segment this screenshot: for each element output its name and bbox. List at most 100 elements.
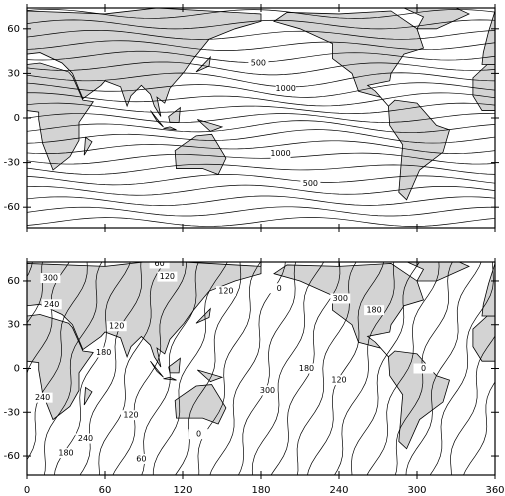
- contour-label-bg: [56, 448, 76, 459]
- contour-label: 120: [218, 287, 233, 296]
- contour-label: 180: [299, 364, 314, 373]
- x-tick-label: 300: [407, 485, 426, 496]
- contour-label: 120: [331, 376, 346, 385]
- contour-line: [27, 19, 495, 30]
- contour-line: [251, 262, 325, 475]
- contour-label-bg: [413, 363, 434, 374]
- y-tick-label: 30: [7, 320, 20, 331]
- contour-label-bg: [157, 271, 178, 282]
- y-tick-label: 0: [14, 364, 20, 375]
- y-tick-label: 0: [14, 113, 20, 124]
- contour-line: [307, 262, 384, 475]
- contour-line: [141, 262, 199, 475]
- land: [481, 263, 495, 317]
- contour-line: [27, 140, 495, 155]
- contour-line: [209, 262, 286, 475]
- land: [168, 106, 181, 123]
- contour-label: 240: [44, 300, 59, 309]
- y-tick-label: 30: [7, 68, 20, 79]
- land: [197, 119, 224, 132]
- contour-line: [0, 259, 8, 478]
- map-panel: 3002406012003001801201801202403001801200…: [0, 258, 505, 496]
- contour-line: [429, 262, 494, 475]
- contour-line: [27, 61, 495, 76]
- contour-label-bg: [93, 347, 114, 358]
- contour-label: 240: [78, 434, 93, 443]
- contour-line: [27, 120, 495, 133]
- contour-label-bg: [121, 410, 141, 421]
- land: [150, 110, 164, 128]
- contour-line: [27, 206, 495, 217]
- contour-label-bg: [75, 433, 96, 444]
- contour-label-bg: [40, 273, 61, 284]
- contour-label-bg: [269, 283, 290, 294]
- contour-label-bg: [248, 58, 269, 68]
- contour-label: 60: [155, 259, 165, 268]
- contour-line: [351, 262, 420, 475]
- contour-label-bg: [257, 385, 278, 396]
- contour-label-bg: [300, 178, 321, 189]
- contour-label: 240: [35, 393, 50, 402]
- contour-line: [237, 262, 297, 475]
- y-tick-label: 60: [7, 24, 20, 35]
- contour-line: [27, 113, 495, 123]
- contour-line: [152, 262, 228, 475]
- contour-line: [27, 262, 43, 324]
- land: [403, 8, 470, 30]
- contour-label: 180: [58, 449, 73, 458]
- x-tick-label: 0: [24, 485, 30, 496]
- contour-label-bg: [149, 262, 170, 269]
- contour-line: [405, 262, 482, 475]
- contour-label: 500: [251, 59, 266, 68]
- contour-label-bg: [215, 286, 236, 297]
- y-tick-label: -30: [4, 407, 20, 418]
- land: [195, 55, 211, 73]
- contour-label: 120: [123, 411, 138, 420]
- contour-line: [27, 92, 495, 107]
- contour-line: [27, 195, 495, 206]
- land: [197, 369, 224, 383]
- x-tick-label: 120: [173, 485, 192, 496]
- y-tick-label: -30: [4, 158, 20, 169]
- contour-label-bg: [32, 392, 53, 403]
- x-tick-label: 60: [99, 485, 112, 496]
- contour-label: 0: [421, 364, 426, 373]
- land: [174, 384, 227, 425]
- contour-line: [27, 40, 495, 51]
- x-tick-label: 180: [251, 485, 270, 496]
- contour-line: [334, 262, 395, 475]
- contour-label-bg: [41, 299, 62, 310]
- land: [163, 126, 177, 131]
- contour-label: 0: [277, 284, 282, 293]
- x-tick-label: 360: [485, 485, 504, 496]
- contour-line: [175, 262, 242, 475]
- y-tick-label: -60: [4, 202, 20, 213]
- contour-label-bg: [330, 293, 351, 304]
- contour-label: 0: [499, 466, 504, 475]
- contour-line: [27, 163, 495, 175]
- land: [83, 136, 93, 156]
- contour-label-bg: [329, 375, 349, 386]
- contour-line: [27, 82, 495, 98]
- contour-label-bg: [275, 83, 296, 94]
- contour-label-bg: [188, 429, 209, 440]
- land: [195, 307, 211, 324]
- contour-line: [463, 381, 495, 475]
- contour-line: [197, 262, 261, 475]
- contour-label-bg: [106, 321, 127, 332]
- land: [273, 10, 425, 107]
- land: [472, 315, 495, 362]
- land: [27, 8, 262, 117]
- land: [83, 386, 93, 406]
- contour-label-bg: [270, 148, 291, 159]
- contour-line: [43, 262, 103, 475]
- map-panel: 500 1000 1000 500 60 30 0 -30 -60: [4, 4, 499, 232]
- contour-line: [54, 262, 131, 475]
- contour-label-bg: [491, 465, 495, 475]
- contour-label-bg: [364, 305, 385, 316]
- contour-line: [27, 184, 495, 196]
- contour-label: 180: [96, 348, 111, 357]
- contour-label-bg: [296, 363, 317, 374]
- contour-line: [27, 129, 495, 144]
